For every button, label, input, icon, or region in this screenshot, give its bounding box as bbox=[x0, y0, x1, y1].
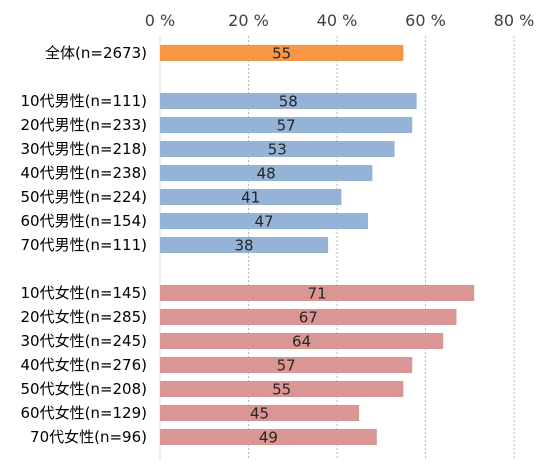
bar-value-label: 71 bbox=[308, 285, 327, 303]
category-label: 50代女性(n=208) bbox=[21, 380, 148, 398]
x-axis-ticks: 0 % 20 % 40 % 60 % 80 % bbox=[145, 11, 535, 30]
bar-female bbox=[160, 333, 444, 349]
x-tick-label: 40 % bbox=[317, 11, 358, 30]
bar-female bbox=[160, 309, 457, 325]
category-label: 40代女性(n=276) bbox=[21, 356, 148, 374]
bar-value-label: 41 bbox=[241, 189, 260, 207]
bar-male bbox=[160, 189, 342, 205]
category-label: 20代女性(n=285) bbox=[21, 308, 148, 326]
bar-female bbox=[160, 357, 413, 373]
bar-value-label: 53 bbox=[268, 141, 287, 159]
x-tick-label: 20 % bbox=[228, 11, 269, 30]
category-label: 全体(n=2673) bbox=[45, 44, 147, 62]
category-label: 50代男性(n=224) bbox=[21, 188, 148, 206]
bar-value-label: 55 bbox=[272, 381, 291, 399]
category-label: 10代女性(n=145) bbox=[21, 284, 148, 302]
category-label: 20代男性(n=233) bbox=[21, 116, 148, 134]
category-label: 10代男性(n=111) bbox=[21, 92, 148, 110]
category-label: 30代女性(n=245) bbox=[21, 332, 148, 350]
bar-female bbox=[160, 285, 475, 301]
x-tick-label: 0 % bbox=[145, 11, 175, 30]
bar-value-label: 57 bbox=[277, 117, 296, 135]
bar-total bbox=[160, 45, 404, 61]
x-tick-label: 60 % bbox=[405, 11, 446, 30]
bars bbox=[160, 45, 475, 445]
bar-value-label: 58 bbox=[279, 93, 298, 111]
bar-value-label: 67 bbox=[299, 309, 318, 327]
category-label: 60代女性(n=129) bbox=[21, 404, 148, 422]
category-label: 70代男性(n=111) bbox=[21, 236, 148, 254]
bar-value-label: 57 bbox=[277, 357, 296, 375]
bar-female bbox=[160, 381, 404, 397]
bar-female bbox=[160, 405, 360, 421]
bar-value-label: 47 bbox=[254, 213, 273, 231]
category-label: 40代男性(n=238) bbox=[21, 164, 148, 182]
bar-female bbox=[160, 429, 377, 445]
category-label: 70代女性(n=96) bbox=[30, 428, 147, 446]
bar-value-label: 49 bbox=[259, 429, 278, 447]
bar-value-label: 45 bbox=[250, 405, 269, 423]
category-label: 30代男性(n=218) bbox=[21, 140, 148, 158]
bar-value-label: 55 bbox=[272, 45, 291, 63]
bar-male bbox=[160, 165, 373, 181]
category-labels: 全体(n=2673) 10代男性(n=111) 20代男性(n=233) 30代男性(… bbox=[21, 44, 148, 446]
bar-male bbox=[160, 93, 417, 109]
bar-male bbox=[160, 237, 329, 253]
bar-value-label: 48 bbox=[257, 165, 276, 183]
bar-male bbox=[160, 117, 413, 133]
bar-male bbox=[160, 213, 368, 229]
bar-value-label: 64 bbox=[292, 333, 311, 351]
bar-value-label: 38 bbox=[235, 237, 254, 255]
category-label: 60代男性(n=154) bbox=[21, 212, 148, 230]
bar-male bbox=[160, 141, 395, 157]
x-tick-label: 80 % bbox=[494, 11, 535, 30]
